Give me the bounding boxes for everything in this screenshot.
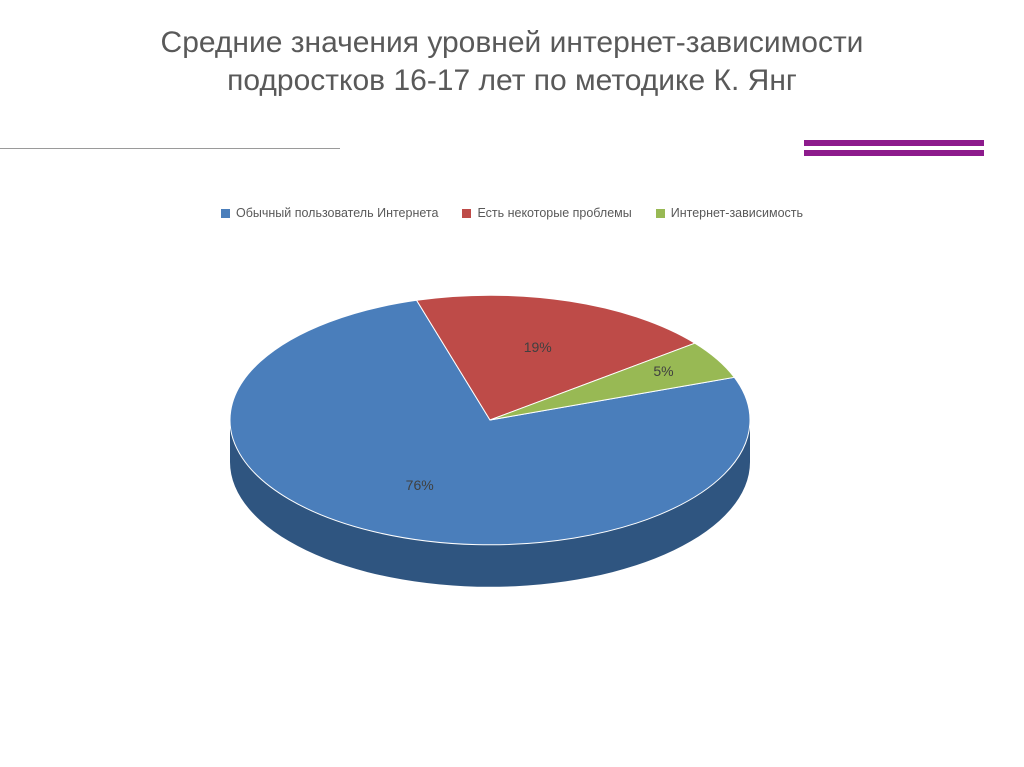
accent-bar-1 — [804, 140, 984, 146]
accent-bar-2 — [804, 150, 984, 156]
legend-swatch — [462, 209, 471, 218]
legend-label: Обычный пользователь Интернета — [236, 206, 438, 220]
pie-slice-percent-label: 19% — [524, 339, 552, 355]
legend-label: Интернет-зависимость — [671, 206, 803, 220]
title-line-2: подростков 16-17 лет по методике К. Янг — [227, 64, 797, 97]
slide: Средние значения уровней интернет-зависи… — [0, 0, 1024, 767]
chart-legend: Обычный пользователь Интернета Есть некот… — [0, 206, 1024, 220]
accent-bars — [804, 140, 984, 160]
horizontal-rule — [0, 148, 340, 149]
slide-title: Средние значения уровней интернет-зависи… — [0, 24, 1024, 99]
legend-swatch — [656, 209, 665, 218]
legend-item: Есть некоторые проблемы — [462, 206, 631, 220]
pie-chart-svg — [180, 260, 800, 680]
legend-label: Есть некоторые проблемы — [477, 206, 631, 220]
legend-item: Интернет-зависимость — [656, 206, 803, 220]
title-line-1: Средние значения уровней интернет-зависи… — [161, 26, 864, 59]
legend-item: Обычный пользователь Интернета — [221, 206, 438, 220]
legend-swatch — [221, 209, 230, 218]
pie-slice-percent-label: 76% — [406, 477, 434, 493]
pie-chart: 76% 19% 5% — [180, 260, 800, 680]
pie-slice-percent-label: 5% — [653, 363, 673, 379]
